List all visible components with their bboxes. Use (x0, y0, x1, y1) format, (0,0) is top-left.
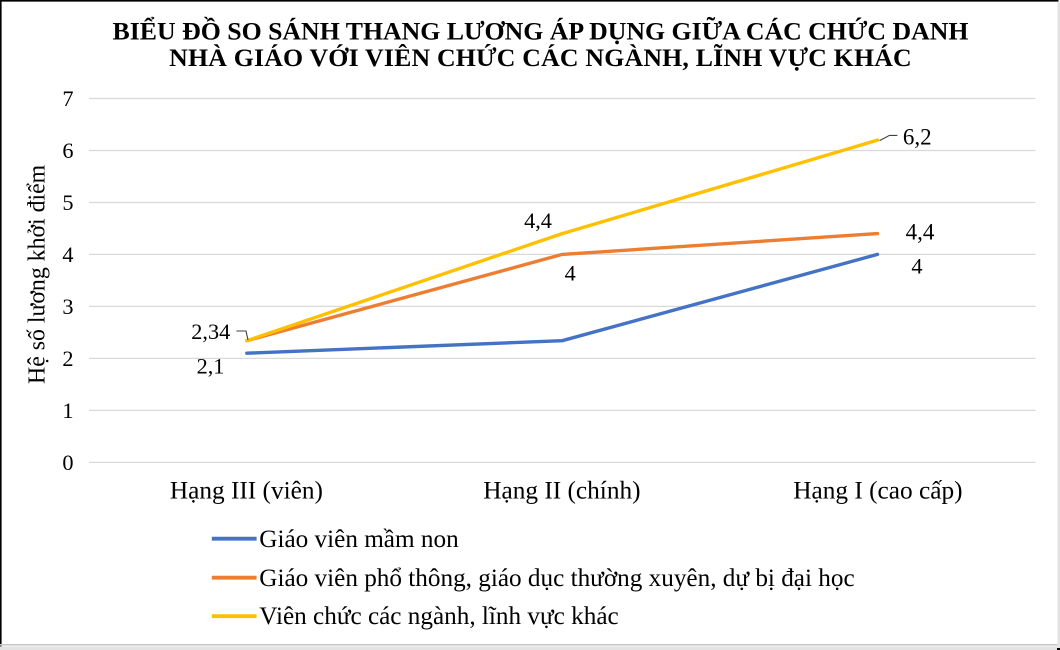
svg-text:2: 2 (62, 346, 73, 371)
svg-text:6: 6 (62, 138, 73, 163)
svg-text:4: 4 (62, 242, 73, 267)
svg-text:NHÀ GIÁO VỚI VIÊN CHỨC CÁC NGÀ: NHÀ GIÁO VỚI VIÊN CHỨC CÁC NGÀNH, LĨNH V… (169, 43, 912, 72)
svg-text:4: 4 (565, 260, 576, 285)
svg-text:2,1: 2,1 (197, 353, 225, 378)
svg-text:5: 5 (62, 190, 73, 215)
svg-text:Hạng III (viên): Hạng III (viên) (170, 477, 323, 505)
svg-text:0: 0 (62, 450, 73, 475)
svg-text:1: 1 (62, 398, 73, 423)
svg-text:Hạng II (chính): Hạng II (chính) (483, 477, 640, 505)
svg-text:7: 7 (62, 86, 73, 111)
svg-text:Giáo viên phổ thông, giáo dục: Giáo viên phổ thông, giáo dục thường xuy… (259, 565, 854, 592)
svg-text:Viên chức các ngành, lĩnh vực: Viên chức các ngành, lĩnh vực khác (259, 603, 618, 630)
svg-text:3: 3 (62, 294, 73, 319)
svg-text:4,4: 4,4 (524, 208, 552, 233)
svg-text:4: 4 (911, 254, 922, 279)
svg-text:BIỂU ĐỒ SO SÁNH THANG LƯƠNG ÁP: BIỂU ĐỒ SO SÁNH THANG LƯƠNG ÁP DỤNG GIỮA… (113, 17, 969, 46)
svg-text:6,2: 6,2 (903, 125, 932, 150)
svg-text:Hạng I (cao cấp): Hạng I (cao cấp) (793, 477, 962, 505)
svg-text:4,4: 4,4 (906, 219, 935, 244)
svg-text:Giáo viên mầm non: Giáo viên mầm non (259, 526, 459, 553)
svg-text:2,34: 2,34 (191, 319, 230, 344)
svg-text:Hệ số lương khởi điểm: Hệ số lương khởi điểm (24, 164, 50, 384)
